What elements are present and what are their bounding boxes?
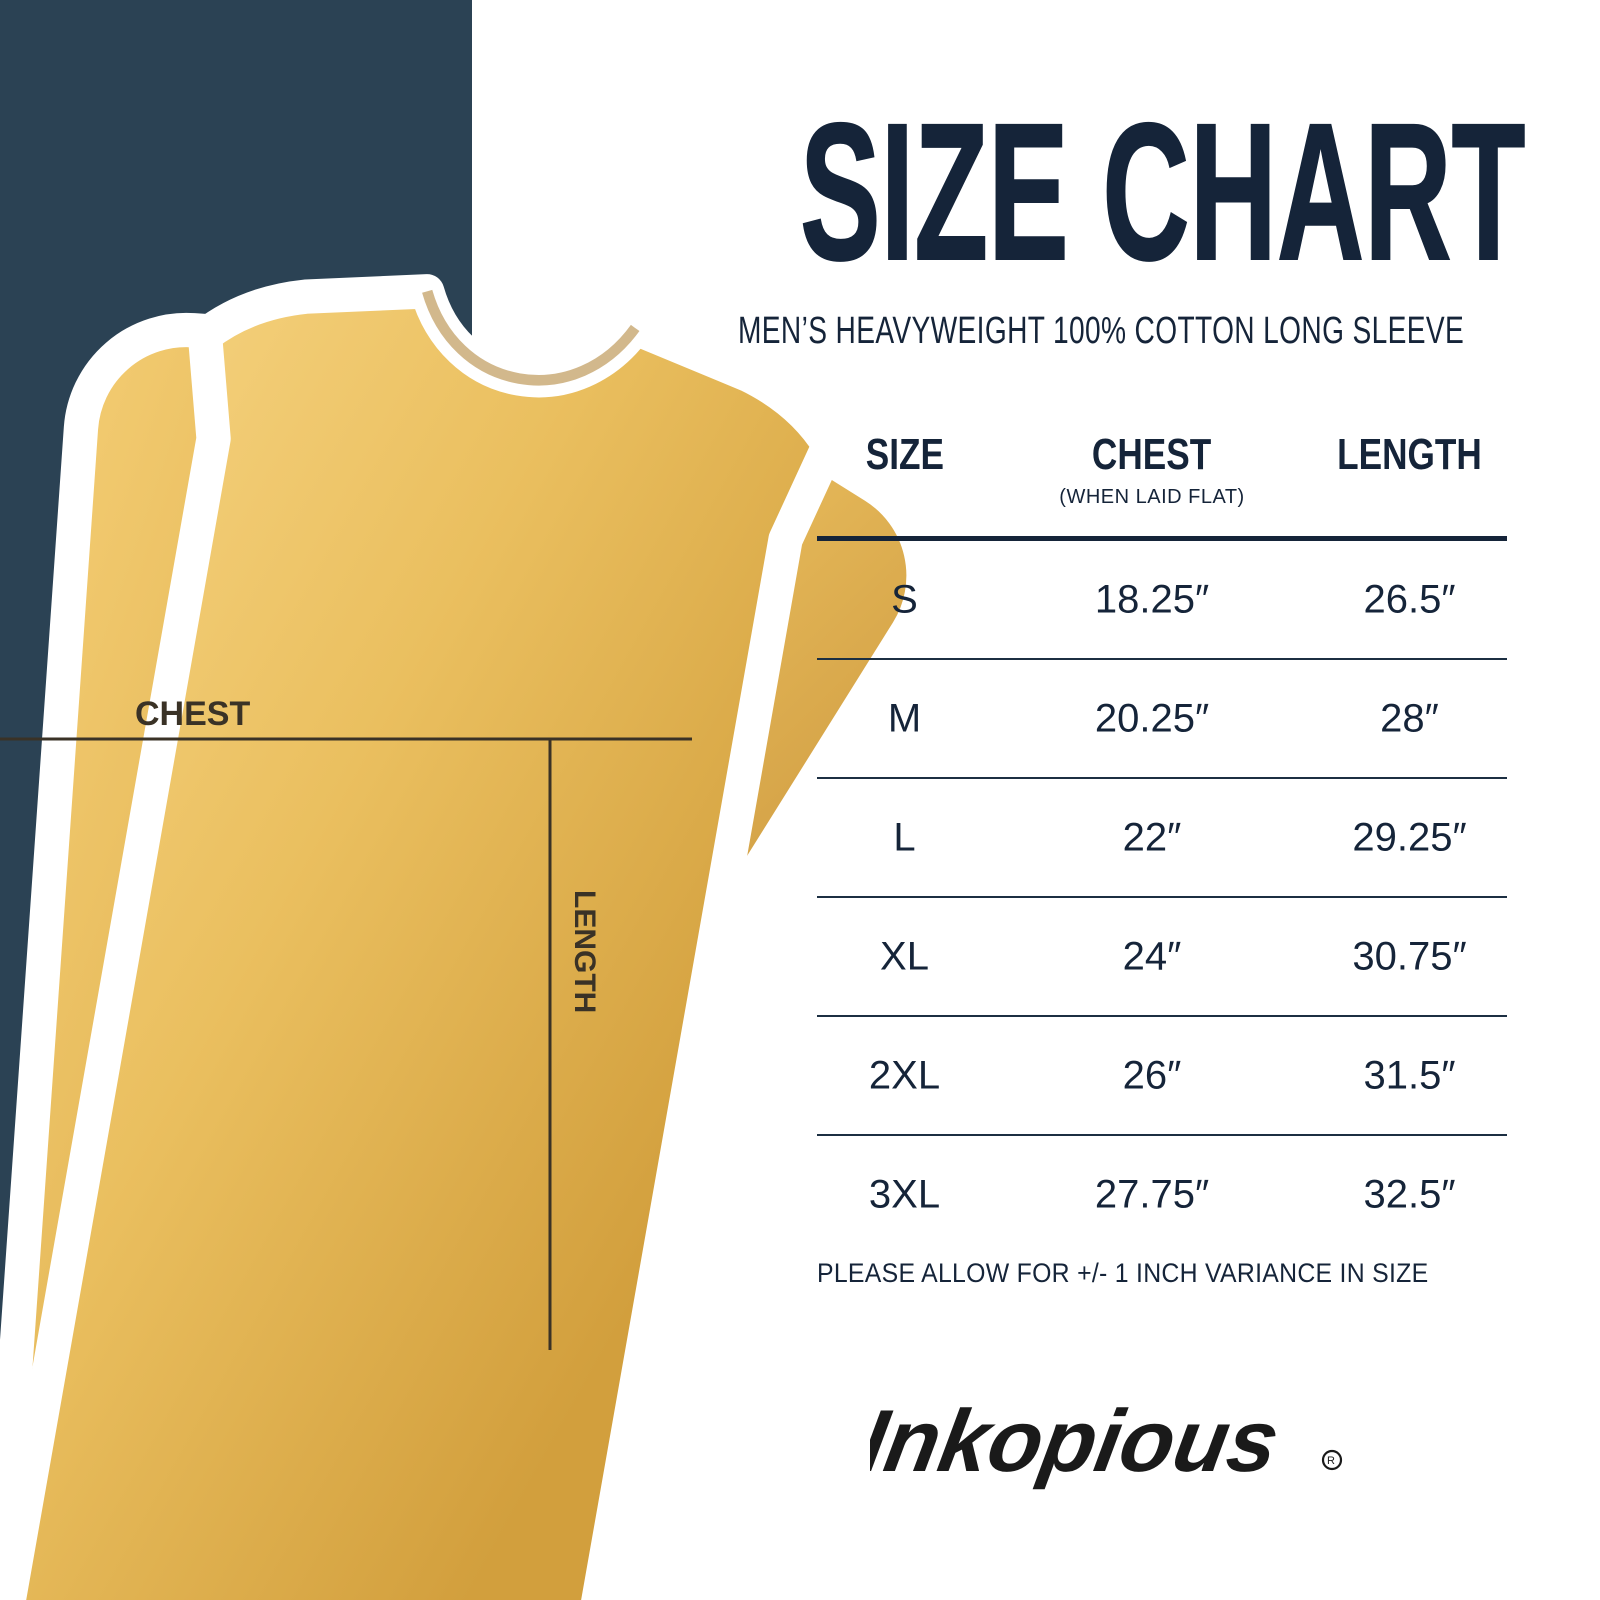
svg-text:Inkopious: Inkopious (870, 1392, 1286, 1490)
svg-text:LENGTH: LENGTH (568, 890, 601, 1013)
svg-text:CHEST: CHEST (135, 695, 250, 733)
svg-text:R: R (1327, 1455, 1335, 1467)
